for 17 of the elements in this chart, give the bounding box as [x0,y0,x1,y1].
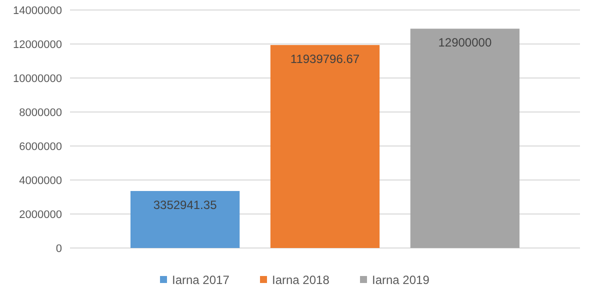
y-tick-label: 0 [56,242,62,255]
legend-label: Iarna 2017 [172,273,230,288]
legend-label: Iarna 2018 [272,273,330,288]
bar [410,28,520,248]
y-tick-label: 10000000 [13,72,62,85]
bar [130,191,240,248]
bar [270,45,380,248]
y-tick-label: 8000000 [19,106,62,119]
y-tick-label: 12000000 [13,38,62,51]
y-tick-label: 2000000 [19,208,62,221]
data-label: 12900000 [438,36,492,50]
y-tick-label: 6000000 [19,140,62,153]
y-tick-label: 14000000 [13,4,62,17]
data-label: 11939796.67 [290,52,360,66]
data-label: 3352941.35 [153,198,218,212]
legend-label: Iarna 2019 [372,273,430,288]
y-tick-label: 4000000 [19,174,62,187]
